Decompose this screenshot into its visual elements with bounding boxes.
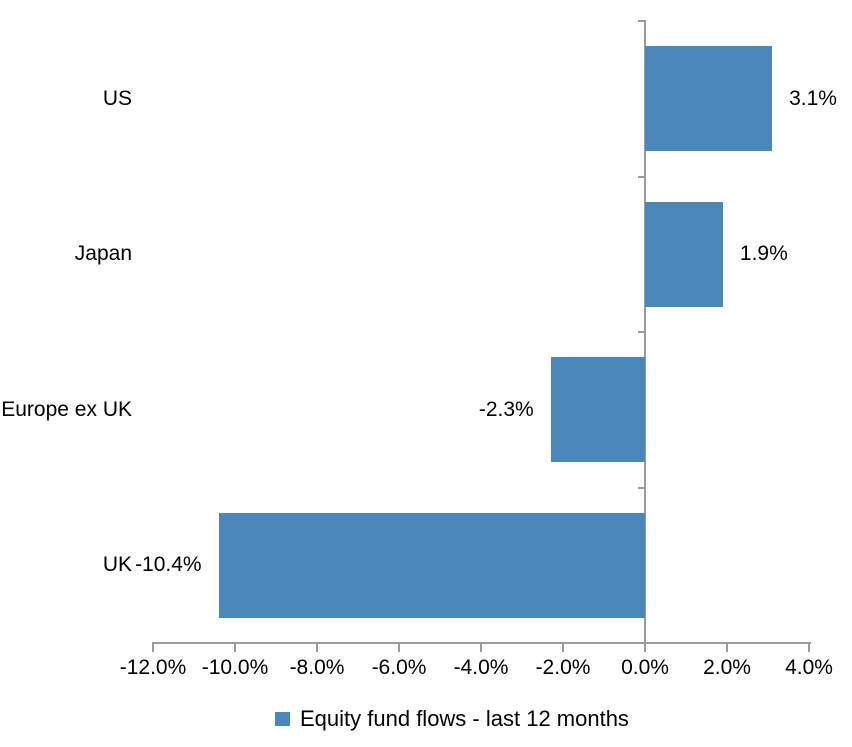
value-label-japan: 1.9%	[739, 242, 788, 266]
value-label-us: 3.1%	[789, 86, 837, 110]
bar-europe-ex-uk	[550, 357, 645, 463]
x-axis-tick	[644, 642, 646, 652]
y-axis-tick	[638, 486, 646, 489]
x-tick-label--2-0-: -2.0%	[535, 656, 591, 679]
legend-label: Equity fund flows - last 12 months	[300, 706, 629, 731]
x-axis-tick	[726, 642, 728, 652]
x-axis-tick	[562, 642, 564, 652]
x-axis-tick	[398, 642, 400, 652]
x-tick-label-4-0-: 4.0%	[785, 656, 833, 679]
category-label-europe-ex-uk: Europe ex UK	[1, 397, 132, 421]
category-label-uk: UK	[102, 553, 132, 577]
legend: Equity fund flows - last 12 months	[275, 706, 629, 732]
x-tick-label-2-0-: 2.0%	[703, 656, 751, 679]
category-label-japan: Japan	[74, 242, 132, 266]
x-axis-tick	[234, 642, 236, 652]
x-axis-tick	[808, 642, 810, 652]
category-label-us: US	[102, 86, 132, 110]
value-label-uk: -10.4%	[135, 553, 202, 577]
y-axis-tick	[638, 642, 646, 644]
x-tick-label--12-0-: -12.0%	[119, 656, 187, 679]
bar-japan	[645, 201, 723, 307]
bar-us	[645, 46, 773, 152]
x-tick-label--8-0-: -8.0%	[289, 656, 345, 679]
y-axis-tick	[638, 175, 646, 178]
legend-swatch-icon	[275, 712, 290, 726]
x-tick-label-0-0-: 0.0%	[621, 656, 669, 679]
bar-uk	[218, 512, 645, 618]
x-axis-tick	[152, 642, 154, 652]
x-tick-label--4-0-: -4.0%	[453, 656, 509, 679]
x-axis-tick	[316, 642, 318, 652]
y-axis-tick	[638, 20, 646, 22]
x-tick-label--6-0-: -6.0%	[371, 656, 427, 679]
x-axis-line	[153, 642, 811, 644]
value-label-europe-ex-uk: -2.3%	[478, 397, 534, 421]
y-axis-tick	[638, 331, 646, 333]
x-axis-tick	[480, 642, 482, 652]
x-tick-label--10-0-: -10.0%	[201, 656, 269, 679]
